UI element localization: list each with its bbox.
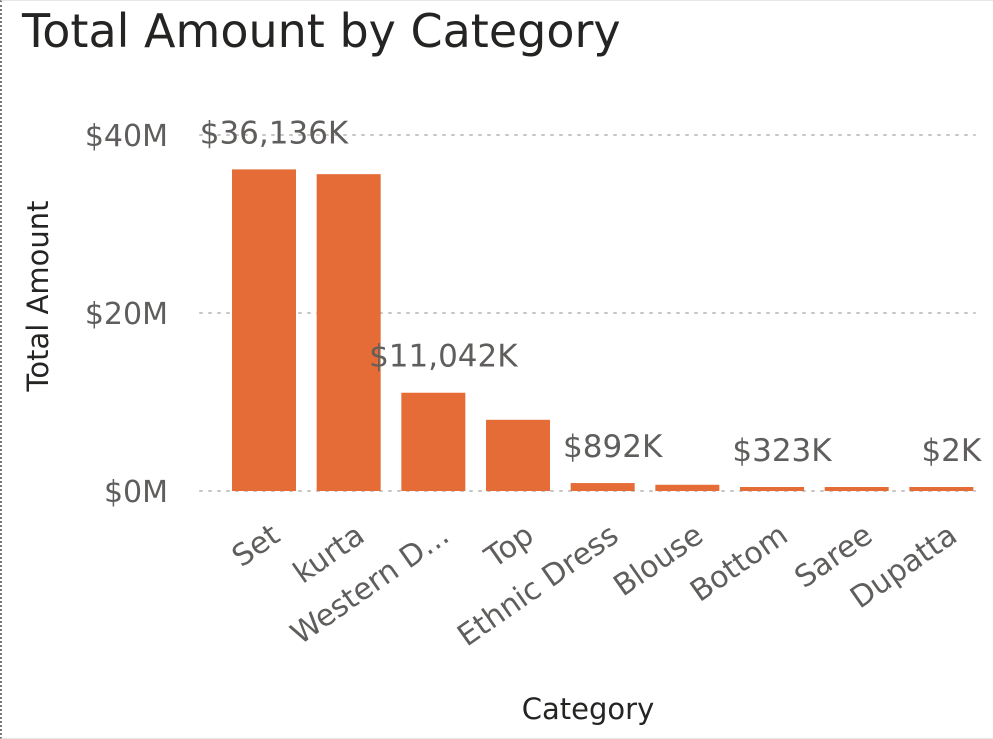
bar[interactable] [570, 483, 635, 491]
bar[interactable] [655, 484, 720, 491]
bar[interactable] [824, 487, 889, 491]
bars [232, 169, 974, 492]
data-label: $2K [921, 433, 981, 469]
chart-title: Total Amount by Category [22, 4, 621, 58]
data-label: $892K [563, 429, 663, 465]
bar[interactable] [232, 169, 296, 492]
data-label: $11,042K [369, 339, 518, 375]
x-tick-label: Ethnic Dress [451, 518, 625, 654]
y-axis-title: Total Amount [21, 201, 55, 393]
data-label: $323K [732, 433, 832, 469]
bar[interactable] [486, 419, 550, 491]
x-tick-label: Bottom [684, 518, 794, 610]
y-tick-label: $20M [85, 297, 168, 332]
x-axis-title: Category [522, 692, 654, 726]
bar[interactable] [909, 487, 974, 491]
y-tick-label: $0M [104, 475, 168, 510]
y-axis-ticks: $0M $20M $40M [85, 119, 168, 510]
x-tick-label: Set [226, 517, 287, 574]
y-tick-label: $40M [85, 119, 168, 154]
bar[interactable] [740, 487, 804, 491]
data-labels: $36,136K $11,042K $892K $323K $2K [200, 115, 982, 469]
bar[interactable] [401, 392, 466, 491]
data-label: $36,136K [200, 115, 349, 151]
bar[interactable] [316, 174, 381, 491]
x-tick-label: Top [478, 518, 540, 576]
